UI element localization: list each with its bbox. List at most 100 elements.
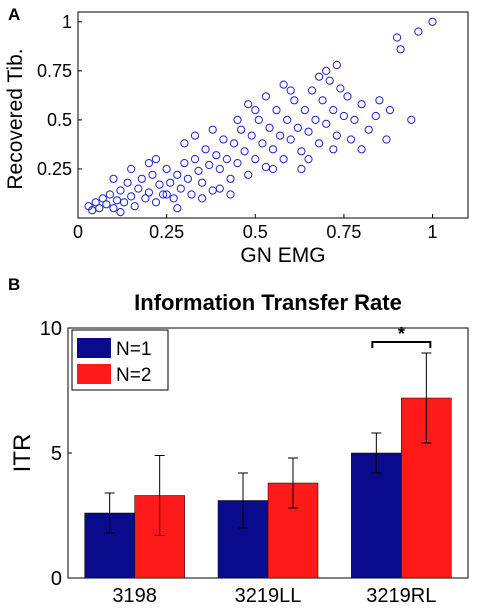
scatter-point [162, 190, 171, 199]
bar-chart-y-ticks: 0 5 10 [40, 318, 72, 590]
scatter-point [276, 131, 285, 140]
scatter-point [205, 160, 214, 170]
legend-swatch [77, 338, 111, 358]
scatter-point [382, 135, 391, 144]
scatter-point [297, 164, 306, 174]
scatter-point [194, 166, 203, 175]
scatter-point [304, 155, 313, 164]
scatter-point [180, 159, 189, 168]
bar-chart: Information Transfer Rate 3198 3219LL 3219… [9, 290, 469, 607]
scatter-point [332, 131, 341, 140]
scatter-point [151, 198, 161, 207]
scatter-point [240, 147, 249, 156]
scatter-point [183, 174, 192, 183]
scatter-x-tick-label: 0.5 [243, 222, 268, 242]
panel-b-label: B [8, 275, 20, 294]
scatter-point [215, 164, 224, 174]
significance-bracket: * [371, 324, 432, 348]
scatter-point [258, 139, 267, 148]
scatter-point [176, 184, 185, 193]
scatter-points [84, 17, 437, 217]
scatter-y-tick-label: 0.5 [47, 110, 72, 130]
scatter-point [375, 96, 384, 105]
scatter-x-tick-label: 0.75 [326, 222, 361, 242]
scatter-point [134, 184, 143, 193]
scatter-point [130, 202, 139, 211]
scatter-point [357, 145, 366, 154]
scatter-point [180, 139, 189, 148]
scatter-point [385, 106, 395, 115]
scatter-point [371, 111, 380, 121]
scatter-point [311, 115, 320, 125]
scatter-plot: 0 0.25 0.5 0.75 1 0.25 0.5 0.75 1 GN EMG Recove… [4, 11, 469, 267]
bar-y-tick-label: 5 [51, 443, 62, 465]
scatter-point [343, 92, 352, 101]
scatter-x-ticks: 0 0.25 0.5 0.75 1 [73, 214, 438, 242]
scatter-point [247, 131, 256, 140]
scatter-point [187, 190, 196, 199]
scatter-point [297, 147, 306, 156]
scatter-point [237, 125, 246, 134]
scatter-point [279, 155, 288, 164]
bar-x-tick-label: 3219LL [235, 585, 302, 607]
scatter-point [268, 164, 278, 174]
scatter-point [336, 84, 345, 93]
scatter-y-axis-label: Recovered Tib. [4, 48, 27, 189]
scatter-point [329, 106, 338, 115]
scatter-point [286, 135, 295, 144]
scatter-y-ticks: 0.25 0.5 0.75 1 [37, 12, 82, 179]
scatter-point [304, 127, 313, 136]
bar-chart-title: Information Transfer Rate [134, 290, 402, 315]
bar-chart-y-axis-label: ITR [9, 434, 36, 473]
scatter-point [173, 170, 182, 179]
scatter-point [112, 196, 122, 205]
panel-a-label: A [8, 5, 20, 24]
scatter-point [233, 115, 242, 125]
scatter-point [144, 159, 153, 168]
scatter-point [98, 194, 107, 203]
scatter-point [123, 178, 132, 187]
scatter-point [251, 155, 260, 164]
bar-chart-bars [84, 397, 452, 579]
scatter-point [407, 115, 416, 125]
scatter-point [144, 188, 153, 197]
scatter-point [261, 162, 270, 172]
scatter-point [137, 174, 146, 183]
scatter-point [396, 45, 405, 54]
scatter-point [315, 139, 324, 148]
scatter-point [116, 208, 125, 217]
scatter-point [212, 151, 221, 160]
scatter-point [91, 198, 100, 207]
scatter-point [279, 80, 288, 89]
scatter-y-tick-label: 0.25 [37, 159, 72, 179]
scatter-point [414, 27, 423, 36]
legend-swatch [77, 364, 111, 384]
scatter-point [190, 155, 200, 164]
scatter-point [127, 164, 136, 174]
scatter-plot-frame [77, 11, 469, 219]
scatter-point [265, 123, 274, 132]
scatter-point [215, 184, 224, 193]
scatter-point [105, 190, 115, 199]
scatter-point [300, 106, 309, 115]
scatter-point [244, 100, 253, 109]
scatter-point [219, 135, 228, 144]
scatter-point [261, 92, 270, 101]
scatter-point [350, 115, 359, 125]
scatter-point [95, 204, 104, 213]
legend-label: N=1 [116, 339, 151, 360]
scatter-point [201, 145, 210, 154]
scatter-point [109, 204, 118, 213]
scatter-point [393, 33, 402, 42]
scatter-point [141, 194, 150, 203]
scatter-point [322, 119, 331, 128]
scatter-point [339, 111, 348, 121]
scatter-point [286, 86, 295, 95]
scatter-y-tick-label: 0.75 [37, 61, 72, 81]
bar-chart-x-ticks: 3198 3219LL 3219RL [112, 585, 436, 607]
significance-bracket-line [371, 341, 432, 348]
scatter-point [315, 72, 324, 81]
scatter-point [198, 178, 207, 187]
scatter-point [173, 204, 182, 213]
